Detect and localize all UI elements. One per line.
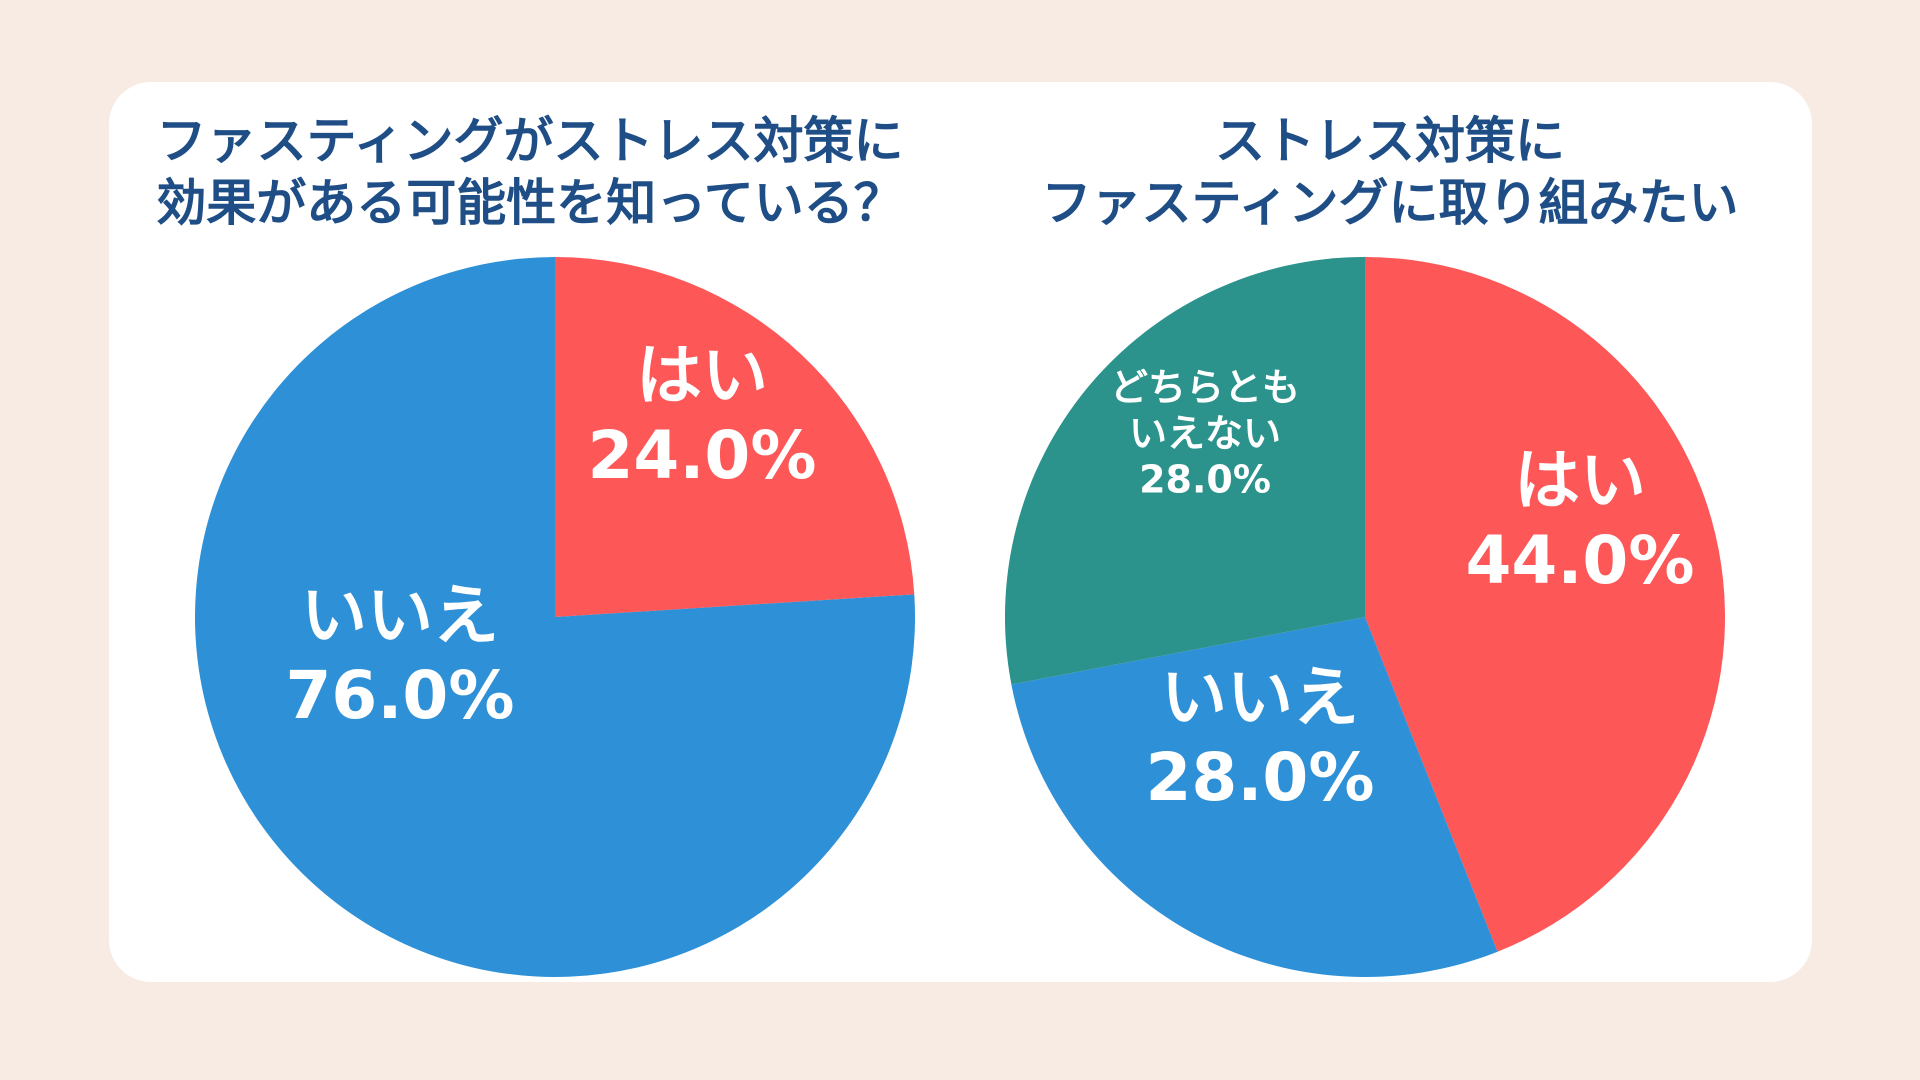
slice-value-label: 44.0% xyxy=(1466,522,1695,599)
chart-title-left: ファスティングがストレス対策に 効果がある可能性を知っている？ xyxy=(156,112,904,232)
pie-slice xyxy=(1011,617,1498,977)
pie-slice xyxy=(1365,257,1726,952)
slice-label: いえない xyxy=(1129,412,1281,456)
slice-label: はい xyxy=(636,337,768,414)
slice-label: いいえ xyxy=(1161,659,1359,736)
pie-slice xyxy=(194,257,915,977)
slice-value-label: 28.0% xyxy=(1146,739,1375,816)
slice-value-label: 76.0% xyxy=(286,657,515,734)
chart-title-right: ストレス対策に ファスティングに取り組みたい xyxy=(1041,112,1739,232)
slice-label: どちらとも xyxy=(1110,366,1300,410)
pie-slice xyxy=(555,257,915,617)
slice-label: いいえ xyxy=(301,577,499,654)
pie-slice xyxy=(1005,257,1365,685)
slice-value-label: 28.0% xyxy=(1139,458,1271,502)
slice-value-label: 24.0% xyxy=(588,417,817,494)
slice-label: はい xyxy=(1514,442,1646,519)
